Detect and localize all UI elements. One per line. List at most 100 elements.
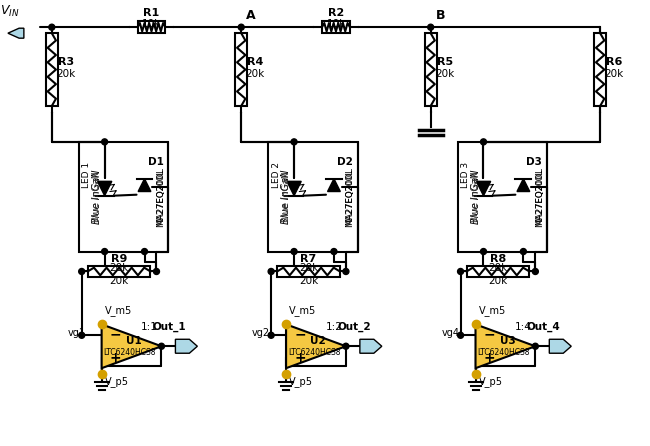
Circle shape: [458, 268, 463, 274]
FancyBboxPatch shape: [88, 266, 151, 277]
Circle shape: [268, 268, 274, 274]
Polygon shape: [517, 179, 530, 191]
Text: Out_2: Out_2: [337, 322, 370, 332]
Text: +: +: [110, 351, 122, 365]
Polygon shape: [328, 179, 341, 191]
Text: +: +: [294, 351, 306, 365]
Text: D1: D1: [148, 157, 163, 167]
Text: vg1: vg1: [68, 328, 86, 339]
FancyBboxPatch shape: [235, 33, 247, 106]
Circle shape: [521, 248, 526, 255]
Text: 20k: 20k: [604, 69, 624, 78]
Text: +: +: [484, 351, 495, 365]
Circle shape: [101, 139, 108, 145]
Circle shape: [153, 268, 159, 274]
FancyBboxPatch shape: [594, 33, 606, 106]
Polygon shape: [8, 28, 24, 38]
Circle shape: [268, 332, 274, 338]
Circle shape: [428, 24, 434, 30]
Circle shape: [291, 248, 297, 255]
Text: 20k: 20k: [299, 264, 318, 273]
Text: R2: R2: [328, 8, 344, 18]
FancyBboxPatch shape: [322, 21, 350, 33]
Text: R9: R9: [111, 253, 127, 264]
Text: vg2: vg2: [252, 328, 270, 339]
Text: 20k: 20k: [246, 69, 265, 78]
Circle shape: [49, 24, 55, 30]
Text: R8: R8: [490, 253, 506, 264]
Text: 1:2: 1:2: [326, 322, 343, 332]
Polygon shape: [286, 324, 346, 368]
Polygon shape: [176, 339, 198, 353]
Text: −: −: [484, 327, 495, 341]
Polygon shape: [98, 182, 112, 196]
Text: MA27EQ200L: MA27EQ200L: [535, 169, 544, 225]
Text: vg4: vg4: [441, 328, 460, 339]
Text: R4: R4: [247, 57, 263, 66]
Circle shape: [480, 248, 486, 255]
Text: 1:4: 1:4: [515, 322, 532, 332]
FancyBboxPatch shape: [268, 142, 358, 252]
Text: U1: U1: [125, 336, 142, 346]
Text: 1:1: 1:1: [141, 322, 158, 332]
Polygon shape: [549, 339, 571, 353]
Text: R5: R5: [437, 57, 452, 66]
Text: D3: D3: [526, 157, 542, 167]
FancyBboxPatch shape: [46, 33, 58, 106]
Text: 10k: 10k: [142, 19, 161, 29]
Polygon shape: [360, 339, 382, 353]
Text: MA27EQ200L: MA27EQ200L: [156, 169, 165, 225]
Text: 20k: 20k: [488, 277, 508, 286]
Text: LED 2: LED 2: [272, 162, 281, 188]
FancyBboxPatch shape: [138, 21, 166, 33]
Circle shape: [331, 248, 337, 255]
Text: LED 1: LED 1: [82, 162, 91, 188]
Text: LTC6240HCS8: LTC6240HCS8: [477, 348, 530, 357]
Circle shape: [79, 332, 84, 338]
Text: 20k: 20k: [109, 264, 129, 273]
Text: $V_{IN}$: $V_{IN}$: [0, 4, 20, 19]
Text: LTC6240HCS8: LTC6240HCS8: [288, 348, 340, 357]
Text: MA27EQ200L: MA27EQ200L: [345, 167, 354, 227]
Circle shape: [480, 139, 486, 145]
Circle shape: [142, 248, 148, 255]
Text: LTC6240HCS8: LTC6240HCS8: [103, 348, 156, 357]
Text: Blue InGaN: Blue InGaN: [471, 171, 480, 222]
Text: V_m5: V_m5: [478, 306, 506, 316]
Text: R7: R7: [300, 253, 317, 264]
FancyBboxPatch shape: [424, 33, 437, 106]
Text: Blue InGaN: Blue InGaN: [92, 171, 101, 222]
FancyBboxPatch shape: [458, 142, 547, 252]
Polygon shape: [287, 182, 301, 196]
Text: MA27EQ200L: MA27EQ200L: [156, 167, 165, 227]
Text: R6: R6: [606, 57, 622, 66]
Text: MA27EQ200L: MA27EQ200L: [345, 169, 354, 225]
Circle shape: [532, 343, 538, 349]
Text: Out_4: Out_4: [526, 322, 560, 332]
Circle shape: [239, 24, 244, 30]
Circle shape: [458, 332, 463, 338]
Circle shape: [101, 248, 108, 255]
Text: Blue InGaN: Blue InGaN: [281, 169, 291, 224]
Text: U2: U2: [310, 336, 326, 346]
Polygon shape: [138, 179, 151, 191]
Text: 20k: 20k: [488, 264, 508, 273]
Circle shape: [343, 343, 349, 349]
Circle shape: [79, 268, 84, 274]
Text: −: −: [110, 327, 122, 341]
Text: D2: D2: [337, 157, 353, 167]
Text: V_m5: V_m5: [105, 306, 132, 316]
Text: V_p5: V_p5: [105, 376, 129, 387]
Polygon shape: [101, 324, 161, 368]
FancyBboxPatch shape: [79, 142, 168, 252]
Circle shape: [159, 343, 164, 349]
Text: Blue InGaN: Blue InGaN: [281, 171, 291, 222]
Text: MA27EQ200L: MA27EQ200L: [535, 167, 544, 227]
Text: Out_1: Out_1: [153, 322, 187, 332]
Text: A: A: [246, 9, 256, 22]
Circle shape: [532, 268, 538, 274]
Text: Blue InGaN: Blue InGaN: [92, 169, 101, 224]
Text: −: −: [294, 327, 306, 341]
Text: Blue InGaN: Blue InGaN: [471, 169, 480, 224]
Text: 10k: 10k: [326, 19, 346, 29]
